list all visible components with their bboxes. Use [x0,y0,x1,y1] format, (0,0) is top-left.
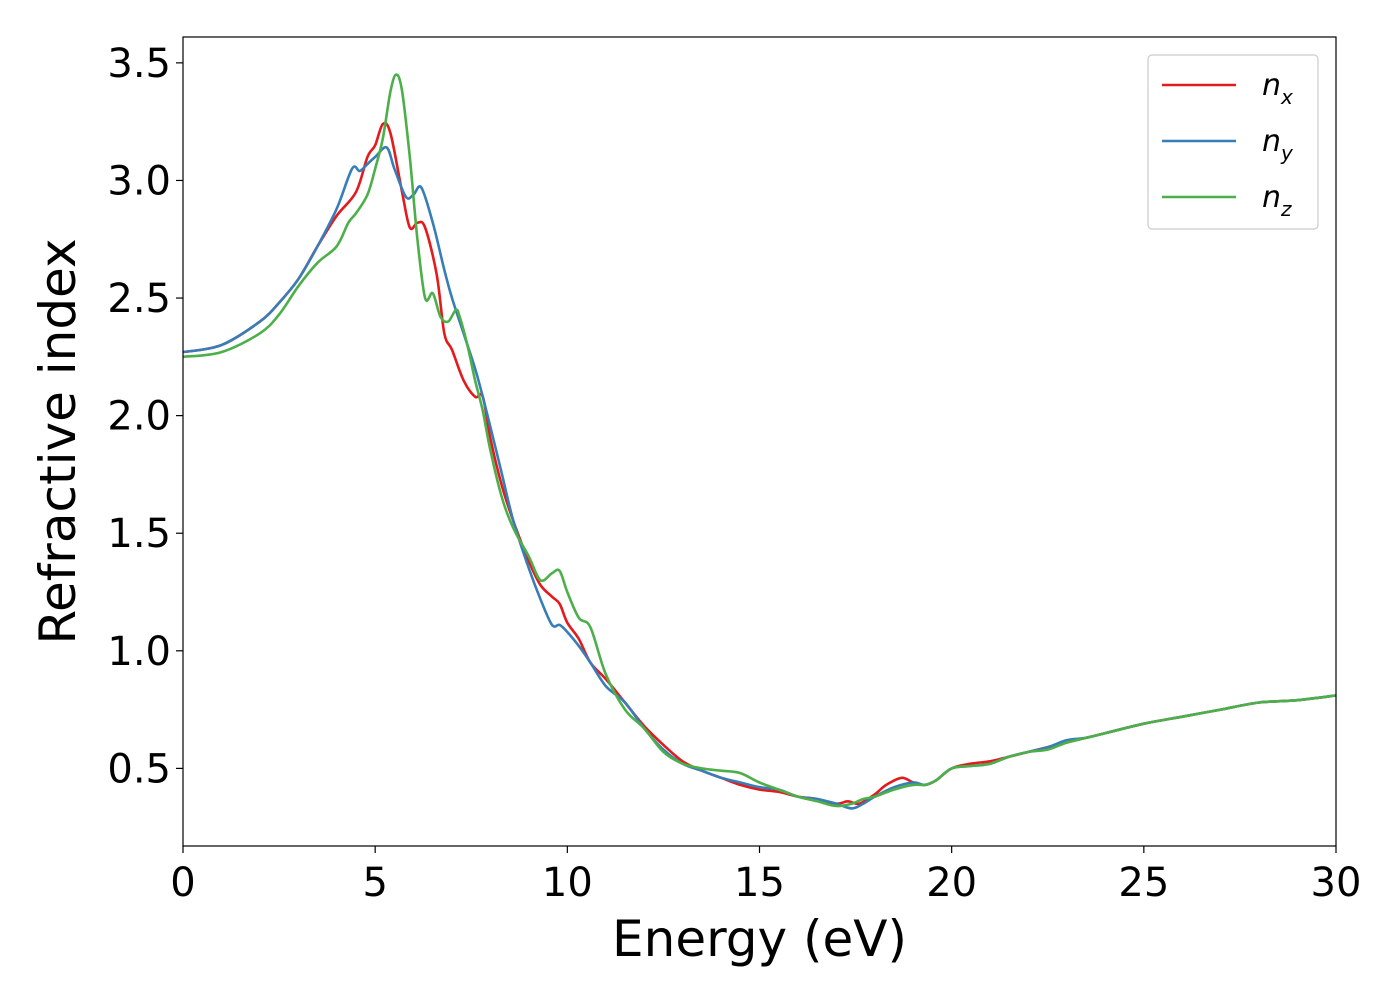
x-tick-label: 25 [1118,860,1169,906]
y-tick-label: 2.0 [107,394,171,440]
x-tick-label: 15 [734,860,785,906]
y-tick-label: 3.5 [107,41,171,87]
y-tick-label: 1.5 [107,511,171,557]
legend-label-y: ny [1262,124,1294,165]
series-layer [183,73,1336,810]
y-tick-label: 1.0 [107,629,171,675]
y-axis: 0.5 1.0 1.5 2.0 2.5 3.0 3.5 [107,41,183,792]
x-axis: 0 5 10 15 20 25 30 [170,846,1361,906]
series-line-z [183,73,1336,808]
legend: nx ny nz [1147,54,1319,230]
x-tick-label: 10 [542,860,593,906]
y-axis-title: Refractive index [29,238,87,644]
legend-label-z: nz [1262,180,1292,221]
y-tick-label: 0.5 [107,746,171,792]
x-tick-label: 5 [362,860,387,906]
x-tick-label: 0 [170,860,195,906]
legend-label-x: nx [1262,68,1293,109]
y-tick-label: 2.5 [107,276,171,322]
x-tick-label: 30 [1311,860,1362,906]
y-tick-label: 3.0 [107,158,171,204]
x-axis-title: Energy (eV) [612,910,907,968]
x-tick-label: 20 [926,860,977,906]
